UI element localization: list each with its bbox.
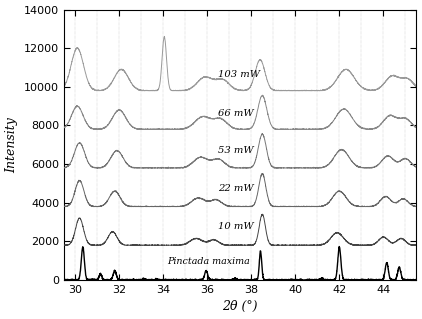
Y-axis label: Intensity: Intensity: [5, 117, 19, 173]
Text: Pinctada maxima: Pinctada maxima: [168, 256, 250, 266]
Text: 10 mW: 10 mW: [218, 222, 254, 231]
Text: 53 mW: 53 mW: [218, 146, 254, 155]
Text: 66 mW: 66 mW: [218, 109, 254, 118]
Text: 22 mW: 22 mW: [218, 184, 254, 193]
X-axis label: 2θ (°): 2θ (°): [222, 300, 258, 314]
Text: 103 mW: 103 mW: [218, 70, 260, 79]
